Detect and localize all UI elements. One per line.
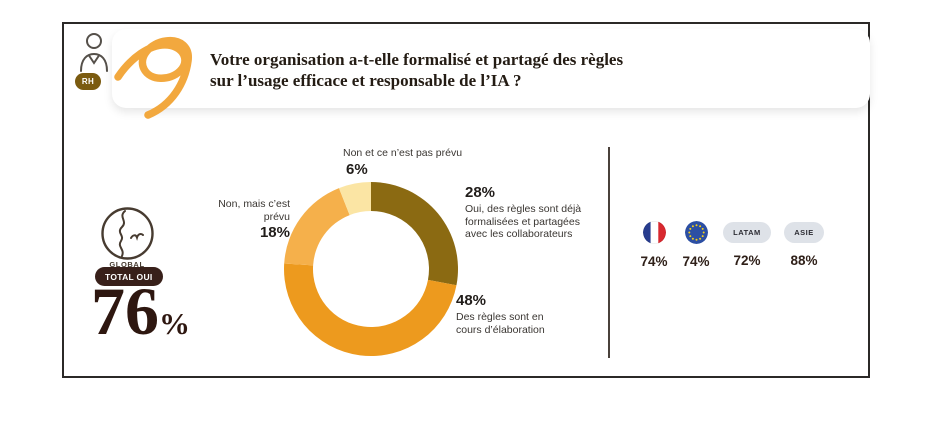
globe-icon bbox=[101, 207, 154, 260]
segment-value: 6% bbox=[346, 160, 368, 178]
donut-segment bbox=[283, 263, 457, 357]
segment-label-text-line1: Oui, des règles sont déjà bbox=[465, 203, 582, 215]
segment-label-text: Non, mais c’est prévu bbox=[218, 198, 290, 223]
region-value: 72% bbox=[733, 253, 761, 268]
asie-pill: ASIE bbox=[784, 222, 824, 243]
rh-badge: RH bbox=[75, 73, 101, 90]
segment-label-non-pas-prevu: Non et ce n’est pas prévu 6% bbox=[343, 147, 473, 178]
europe-flag-icon bbox=[684, 221, 708, 244]
total-oui-unit: % bbox=[159, 306, 190, 341]
total-oui-badge: TOTAL OUI bbox=[95, 267, 163, 286]
segment-label-text-line2: cours d’élaboration bbox=[456, 323, 545, 336]
region-value: 74% bbox=[640, 254, 668, 269]
region-france: 74% bbox=[622, 221, 686, 269]
total-oui-number: 76 bbox=[91, 273, 159, 349]
question-title-line1: Votre organisation a-t-elle formalisé et… bbox=[210, 50, 624, 69]
donut-chart bbox=[283, 181, 459, 357]
swirl-flourish-icon bbox=[114, 36, 192, 119]
question-title-line2: sur l’usage efficace et responsable de l… bbox=[210, 71, 522, 90]
segment-value: 48% bbox=[456, 292, 487, 309]
segment-label-non-prevu: Non, mais c’est prévu 18% bbox=[190, 198, 290, 241]
vertical-divider bbox=[608, 147, 610, 358]
donut-segment bbox=[338, 182, 371, 216]
total-oui-value: 76% bbox=[91, 277, 190, 345]
segment-label-en-cours: 48% Des règles sont en cours d’élaborati… bbox=[456, 292, 586, 336]
segment-label-text-line1: Des règles sont en bbox=[456, 311, 544, 323]
segment-label-oui-formalisees: 28% Oui, des règles sont déjà formalisée… bbox=[465, 184, 595, 241]
donut-chart-svg bbox=[283, 182, 459, 357]
global-label: GLOBAL bbox=[109, 260, 145, 269]
segment-label-text-line3: avec les collaborateurs bbox=[465, 228, 573, 240]
region-europe: 74% bbox=[664, 221, 728, 269]
france-flag-icon bbox=[642, 221, 666, 244]
person-icon bbox=[80, 33, 108, 72]
question-title: Votre organisation a-t-elle formalisé et… bbox=[210, 49, 623, 91]
donut-segment bbox=[371, 182, 459, 286]
region-value: 88% bbox=[790, 253, 818, 268]
region-value: 74% bbox=[682, 254, 710, 269]
region-asie: ASIE 88% bbox=[772, 221, 836, 268]
segment-label-text: Non et ce n’est pas prévu bbox=[343, 147, 463, 159]
eu-stars bbox=[687, 224, 705, 241]
segment-value: 28% bbox=[465, 184, 496, 201]
segment-label-text-line2: formalisées et partagées bbox=[465, 215, 580, 228]
survey-card: RH Votre organisation a-t-elle formalisé… bbox=[62, 22, 870, 378]
segment-value: 18% bbox=[259, 224, 290, 241]
donut-segment bbox=[284, 188, 350, 266]
question-header: Votre organisation a-t-elle formalisé et… bbox=[112, 29, 870, 119]
region-latam: LATAM 72% bbox=[715, 221, 779, 268]
latam-pill: LATAM bbox=[723, 222, 771, 243]
